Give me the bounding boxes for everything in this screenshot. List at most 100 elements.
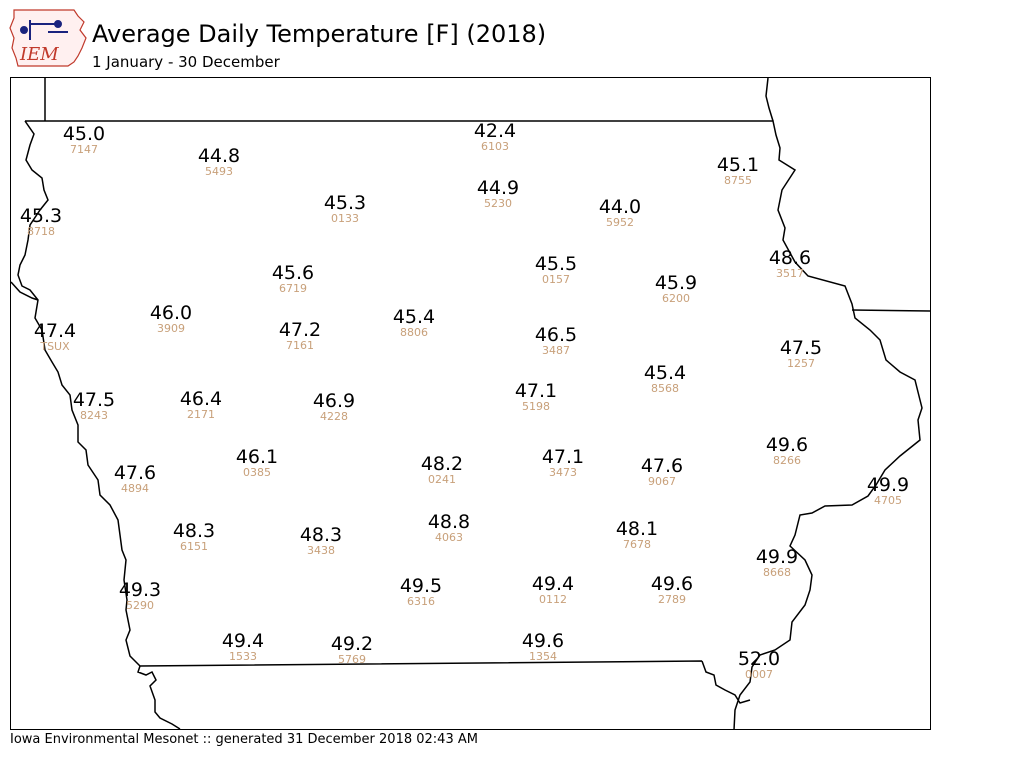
station-value: 48.3 [300,524,342,546]
iem-logo: IEM [9,9,87,67]
station-value: 45.6 [272,262,314,284]
station-id: 3517 [776,267,804,280]
station-id: 2171 [187,408,215,421]
station-value: 44.0 [599,196,641,218]
station-id: 3473 [549,466,577,479]
station-value: 49.4 [532,573,574,595]
weather-instruments-icon [20,20,68,40]
station-value: 49.9 [756,546,798,568]
station-value: 46.0 [150,302,192,324]
station-value: 44.9 [477,177,519,199]
station-value: 49.6 [651,573,693,595]
station-id: 4705 [874,494,902,507]
station-value: 47.5 [73,389,115,411]
station-id: 2789 [658,593,686,606]
station-id: 8718 [27,225,55,238]
station-value: 47.6 [641,455,683,477]
station-id: 5290 [126,599,154,612]
station-value: 47.2 [279,319,321,341]
map-frame [10,77,931,730]
station-id: 8243 [80,409,108,422]
station-value: 45.3 [324,192,366,214]
station-value: 49.3 [119,579,161,601]
station-id: 6719 [279,282,307,295]
station-id: 4228 [320,410,348,423]
page-title: Average Daily Temperature [F] (2018) [92,20,547,48]
station-value: 52.0 [738,648,780,670]
station-value: 45.0 [63,123,105,145]
station-value: 49.2 [331,633,373,655]
station-id: 6103 [481,140,509,153]
illinois-wisconsin-border [851,309,931,312]
station-value: 47.5 [780,337,822,359]
station-id: 5198 [522,400,550,413]
station-value: 48.8 [428,511,470,533]
station-value: 48.3 [173,520,215,542]
station-value: 48.1 [616,518,658,540]
station-id: 8266 [773,454,801,467]
station-id: 5952 [606,216,634,229]
station-value: 44.8 [198,145,240,167]
station-id: 1533 [229,650,257,663]
logo-text: IEM [19,44,59,65]
page-subtitle: 1 January - 30 December [92,53,280,71]
station-value: 45.9 [655,272,697,294]
station-value: 47.1 [515,380,557,402]
station-id: 3487 [542,344,570,357]
station-id: 0133 [331,212,359,225]
station-value: 47.6 [114,462,156,484]
station-id: 1354 [529,650,557,663]
station-id: 9067 [648,475,676,488]
station-value: 45.3 [20,205,62,227]
station-value: 45.1 [717,154,759,176]
station-value: 46.5 [535,324,577,346]
station-id: 7147 [70,143,98,156]
station-id: 8568 [651,382,679,395]
station-id: 3438 [307,544,335,557]
iowa-outline [10,120,923,731]
state-boundaries [10,77,931,731]
footer-credit: Iowa Environmental Mesonet :: generated … [10,732,478,747]
station-value: 49.6 [766,434,808,456]
station-id: 0112 [539,593,567,606]
station-id: 7161 [286,339,314,352]
station-id: 3909 [157,322,185,335]
station-id: 8668 [763,566,791,579]
station-value: 42.4 [474,120,516,142]
station-value: 46.9 [313,390,355,412]
station-value: 49.6 [522,630,564,652]
station-id: 5493 [205,165,233,178]
station-id: 4894 [121,482,149,495]
station-value: 45.5 [535,253,577,275]
station-id: 8806 [400,326,428,339]
station-id: 8755 [724,174,752,187]
